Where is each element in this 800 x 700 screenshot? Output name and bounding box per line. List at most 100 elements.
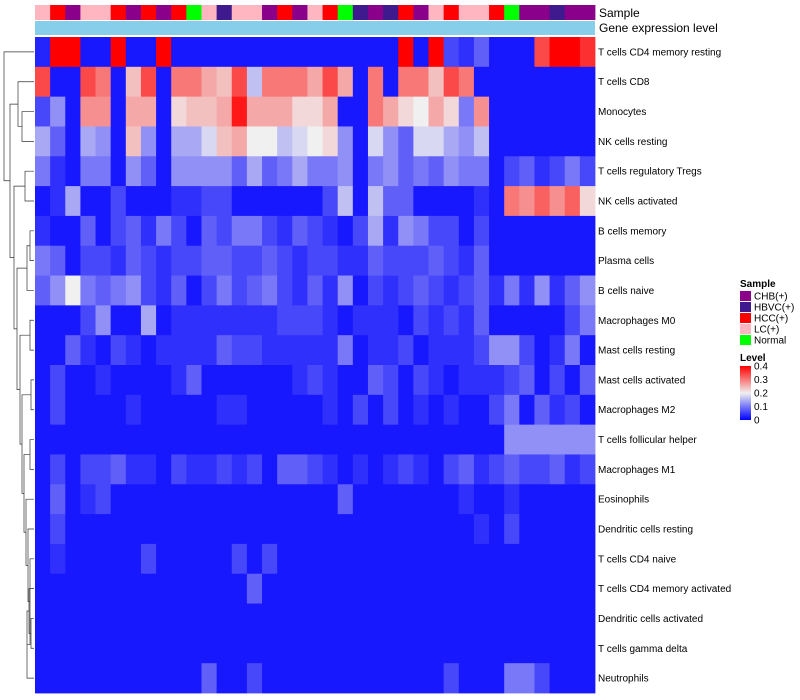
heatmap-cell (156, 543, 172, 575)
heatmap-cell (489, 573, 505, 604)
heatmap-cell (201, 424, 218, 455)
heatmap-cell (564, 305, 581, 336)
heatmap-cell (413, 394, 429, 426)
heatmap-cell (322, 394, 339, 426)
heatmap-cell (367, 633, 384, 664)
heatmap-cell (186, 484, 202, 515)
heatmap-cell (292, 126, 308, 157)
heatmap-cell (352, 514, 369, 545)
heatmap-cell (186, 37, 202, 68)
heatmap-cell (216, 424, 233, 455)
heatmap-cell (398, 514, 414, 545)
heatmap-cell (110, 215, 127, 247)
heatmap-cell (443, 543, 460, 575)
heatmap-cell (231, 424, 248, 455)
heatmap-cell (504, 96, 520, 127)
heatmap-cell (80, 275, 96, 306)
heatmap-cell (473, 66, 490, 98)
heatmap-cell (519, 215, 535, 247)
heatmap-cell (171, 275, 187, 306)
heatmap-cell (262, 365, 278, 396)
heatmap-cell (307, 305, 323, 336)
heatmap-cell (35, 96, 51, 127)
heatmap-cell (579, 454, 596, 485)
heatmap-cell (186, 514, 202, 545)
heatmap-cell (489, 335, 505, 366)
heatmap-cell (171, 394, 187, 426)
legend: Sample CHB(+)HBVC(+)HCC(+)LC(+)Normal Le… (740, 279, 794, 427)
heatmap-cell (458, 96, 475, 127)
heatmap-cell (352, 573, 369, 604)
heatmap-cell (458, 245, 475, 276)
heatmap-cell (110, 37, 127, 68)
heatmap-cell (277, 215, 293, 247)
heatmap-cell (367, 543, 384, 575)
heatmap-cell (65, 335, 81, 366)
heatmap-cell (110, 66, 127, 98)
heatmap-cell (398, 484, 414, 515)
heatmap-cell (156, 365, 172, 396)
heatmap-cell (201, 573, 218, 604)
heatmap-cell (201, 96, 218, 127)
heatmap-cell (489, 543, 505, 575)
heatmap-cell (337, 335, 354, 366)
sample-annotation-cell (156, 5, 172, 20)
heatmap-cell (140, 215, 157, 247)
heatmap-cell (367, 37, 384, 68)
heatmap-cell (398, 215, 414, 247)
heatmap-cell (110, 633, 127, 664)
heatmap-cell (564, 215, 581, 247)
heatmap-cell (307, 156, 323, 187)
heatmap-cell (201, 603, 218, 634)
heatmap-cell (458, 573, 475, 604)
heatmap-cell (171, 365, 187, 396)
heatmap-cell (564, 424, 581, 455)
heatmap-cell (534, 215, 550, 247)
heatmap-cell (398, 365, 414, 396)
legend-sample-title: Sample (740, 279, 776, 290)
heatmap-cell (337, 96, 354, 127)
dendrogram-branch (25, 498, 34, 566)
heatmap-cell (443, 514, 460, 545)
heatmap-cell (504, 66, 520, 98)
heatmap-cell (504, 245, 520, 276)
heatmap-cell (413, 156, 429, 187)
heatmap-cell (292, 305, 308, 336)
heatmap-cell (337, 275, 354, 306)
heatmap-cell (428, 96, 445, 127)
heatmap-cell (413, 245, 429, 276)
row-label: T cells CD4 memory activated (598, 584, 731, 595)
heatmap-cell (95, 37, 112, 68)
heatmap-cell (65, 305, 81, 336)
heatmap-cell (125, 514, 142, 545)
heatmap-cell (65, 37, 81, 68)
heatmap-cell (65, 603, 81, 634)
heatmap-cell (95, 126, 112, 157)
heatmap-cell (110, 663, 127, 694)
heatmap-cell (216, 96, 233, 127)
dendrogram-branch (13, 185, 25, 330)
legend-group-label: HCC(+) (754, 314, 788, 325)
heatmap-cell (80, 365, 96, 396)
heatmap-cell (216, 66, 233, 98)
heatmap-cell (398, 335, 414, 366)
heatmap-cell (443, 603, 460, 634)
heatmap-cell (428, 215, 445, 247)
heatmap-cell (110, 275, 127, 306)
heatmap-cell (110, 424, 127, 455)
heatmap-cell (80, 126, 96, 157)
heatmap-cell (458, 126, 475, 157)
heatmap-cell (367, 186, 384, 217)
sample-annotation-cell (443, 5, 460, 20)
heatmap-cell (352, 126, 369, 157)
heatmap-cell (413, 66, 429, 98)
heatmap-cell (125, 424, 142, 455)
heatmap-cell (292, 454, 308, 485)
heatmap-cell (352, 215, 369, 247)
heatmap-cell (337, 484, 354, 515)
heatmap-cell (473, 394, 490, 426)
sample-annotation-cell (292, 5, 308, 20)
heatmap-cell (292, 633, 308, 664)
heatmap-cell (277, 156, 293, 187)
row-label: B cells memory (598, 226, 666, 237)
